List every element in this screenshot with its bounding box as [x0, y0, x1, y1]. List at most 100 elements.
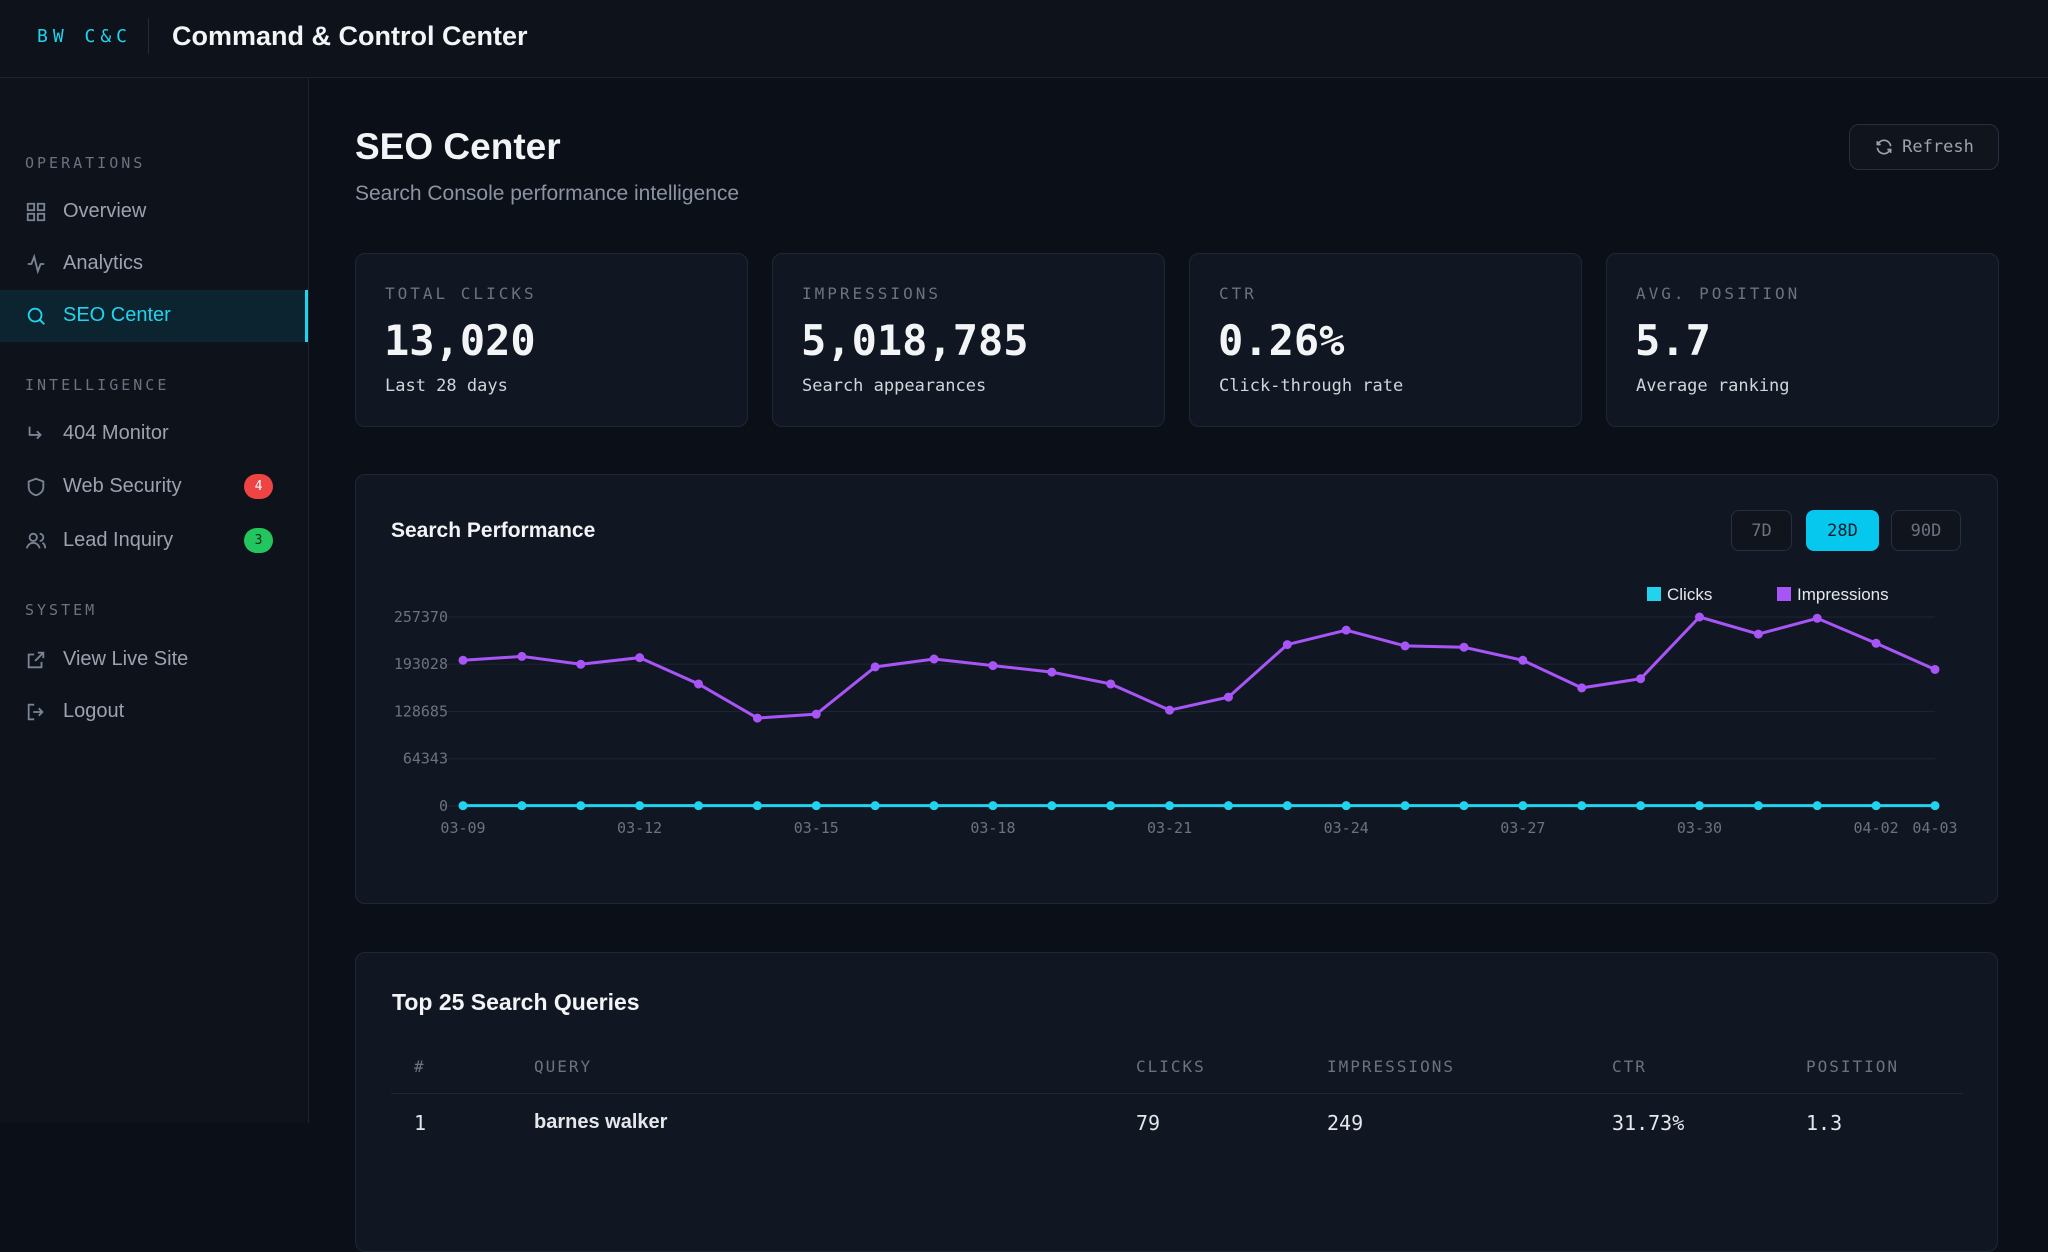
- nav-label: View Live Site: [63, 648, 189, 670]
- series-line: [462, 615, 1936, 720]
- data-point: [1871, 801, 1881, 811]
- stat-card: CTR 0.26% Click-through rate: [1189, 253, 1582, 427]
- table-cell: 31.73%: [1612, 1111, 1685, 1135]
- table-cell: 1.3: [1806, 1111, 1843, 1135]
- nav-badge: 4: [244, 474, 273, 499]
- x-tick-label: 03-21: [1147, 819, 1192, 837]
- refresh-button[interactable]: Refresh: [1849, 124, 1999, 170]
- app-title: Command & Control Center: [172, 21, 528, 51]
- data-point: [1459, 642, 1469, 652]
- range-button[interactable]: 90D: [1891, 510, 1961, 551]
- data-point: [694, 801, 704, 811]
- icon-path: [27, 651, 45, 669]
- data-point: [1400, 801, 1410, 811]
- nav-icon: [27, 703, 44, 721]
- data-point: [929, 654, 939, 664]
- sidebar: OPERATIONS Overview Analytics SEO Center INT…: [0, 78, 309, 1123]
- legend-swatch: [1647, 587, 1661, 601]
- nav-label: Lead Inquiry: [63, 529, 174, 551]
- data-point: [1518, 801, 1528, 811]
- data-point: [988, 801, 998, 811]
- data-point: [1282, 640, 1292, 650]
- stat-label: TOTAL CLICKS: [385, 284, 537, 303]
- range-button[interactable]: 7D: [1731, 510, 1792, 551]
- data-point: [635, 801, 645, 811]
- stat-card: TOTAL CLICKS 13,020 Last 28 days: [355, 253, 748, 427]
- range-button[interactable]: 28D: [1806, 510, 1879, 551]
- x-tick-label: 03-12: [617, 819, 662, 837]
- nav-item[interactable]: Lead Inquiry 3: [0, 515, 308, 567]
- data-point: [870, 662, 880, 672]
- nav-label: 404 Monitor: [63, 422, 169, 444]
- data-point: [635, 653, 645, 663]
- x-tick-label: 03-15: [794, 819, 839, 837]
- nav-item[interactable]: 404 Monitor: [0, 408, 308, 460]
- nav-label: Analytics: [63, 252, 144, 274]
- data-point: [752, 801, 762, 811]
- data-point: [517, 651, 527, 661]
- data-point: [1106, 801, 1116, 811]
- data-point: [929, 801, 939, 811]
- header-divider: [391, 1093, 1963, 1094]
- data-point: [1047, 801, 1057, 811]
- data-point: [1223, 801, 1233, 811]
- nav-icon: [26, 202, 46, 222]
- stat-note: Search appearances: [802, 376, 987, 396]
- icon-path: [27, 307, 45, 325]
- data-point: [576, 801, 586, 811]
- nav-item[interactable]: SEO Center: [0, 290, 308, 342]
- data-point: [1459, 801, 1469, 811]
- icon-path: [28, 426, 42, 440]
- data-point: [811, 709, 821, 719]
- logo[interactable]: BW C&C: [37, 26, 133, 47]
- chart: 0 64343 128685 193028 257370 03-09 03-12 03-15 0…: [394, 585, 1958, 837]
- nav-item[interactable]: Analytics: [0, 238, 308, 290]
- column-header: CLICKS: [1136, 1057, 1206, 1076]
- nav-item[interactable]: Logout: [0, 686, 308, 738]
- page-title: SEO Center: [355, 126, 561, 167]
- data-point: [1223, 692, 1233, 702]
- icon-path: [26, 202, 46, 222]
- data-point: [1165, 801, 1175, 811]
- column-header: CTR: [1612, 1057, 1647, 1076]
- section-title: OPERATIONS: [25, 154, 146, 172]
- chart-card: Search Performance 7D 28D 90D 0 64343 128685…: [355, 474, 1998, 904]
- data-point: [1282, 801, 1292, 811]
- stat-value: 5,018,785: [801, 316, 1029, 365]
- table-cell: 79: [1136, 1111, 1161, 1135]
- nav-item[interactable]: Web Security 4: [0, 461, 308, 513]
- nav-item[interactable]: View Live Site: [0, 634, 308, 686]
- x-tick-label: 04-03: [1912, 819, 1957, 837]
- stat-note: Average ranking: [1636, 376, 1790, 396]
- nav-label: Web Security: [63, 475, 182, 497]
- y-tick-label: 64343: [403, 750, 448, 768]
- data-point: [1812, 613, 1822, 623]
- data-point: [752, 713, 762, 723]
- data-point: [1636, 801, 1646, 811]
- nav-item[interactable]: Overview: [0, 186, 308, 238]
- data-point: [1636, 674, 1646, 684]
- page: BW C&C Command & Control Center OPERATIO…: [0, 18, 2048, 1252]
- data-point: [517, 801, 527, 811]
- stat-note: Last 28 days: [385, 376, 508, 396]
- nav-label: SEO Center: [63, 304, 171, 326]
- data-point: [811, 801, 821, 811]
- section-title: SYSTEM: [25, 601, 98, 619]
- data-point: [870, 801, 880, 811]
- x-tick-label: 03-30: [1677, 819, 1722, 837]
- data-point: [1518, 655, 1528, 665]
- stat-value: 13,020: [384, 316, 536, 365]
- nav-badge: 3: [244, 528, 273, 553]
- column-header: POSITION: [1806, 1057, 1900, 1076]
- data-point: [694, 679, 704, 689]
- table-title: Top 25 Search Queries: [392, 989, 640, 1015]
- data-point: [1694, 801, 1704, 811]
- stat-value: 5.7: [1635, 316, 1711, 365]
- data-point: [1930, 801, 1940, 811]
- column-header: #: [414, 1057, 426, 1076]
- stat-label: IMPRESSIONS: [802, 284, 941, 303]
- data-point: [988, 661, 998, 671]
- section-title: INTELLIGENCE: [25, 376, 170, 394]
- table-card: Top 25 Search Queries # QUERY CLICKS IMPRES…: [355, 952, 1998, 1252]
- table-cell: 1: [414, 1111, 427, 1135]
